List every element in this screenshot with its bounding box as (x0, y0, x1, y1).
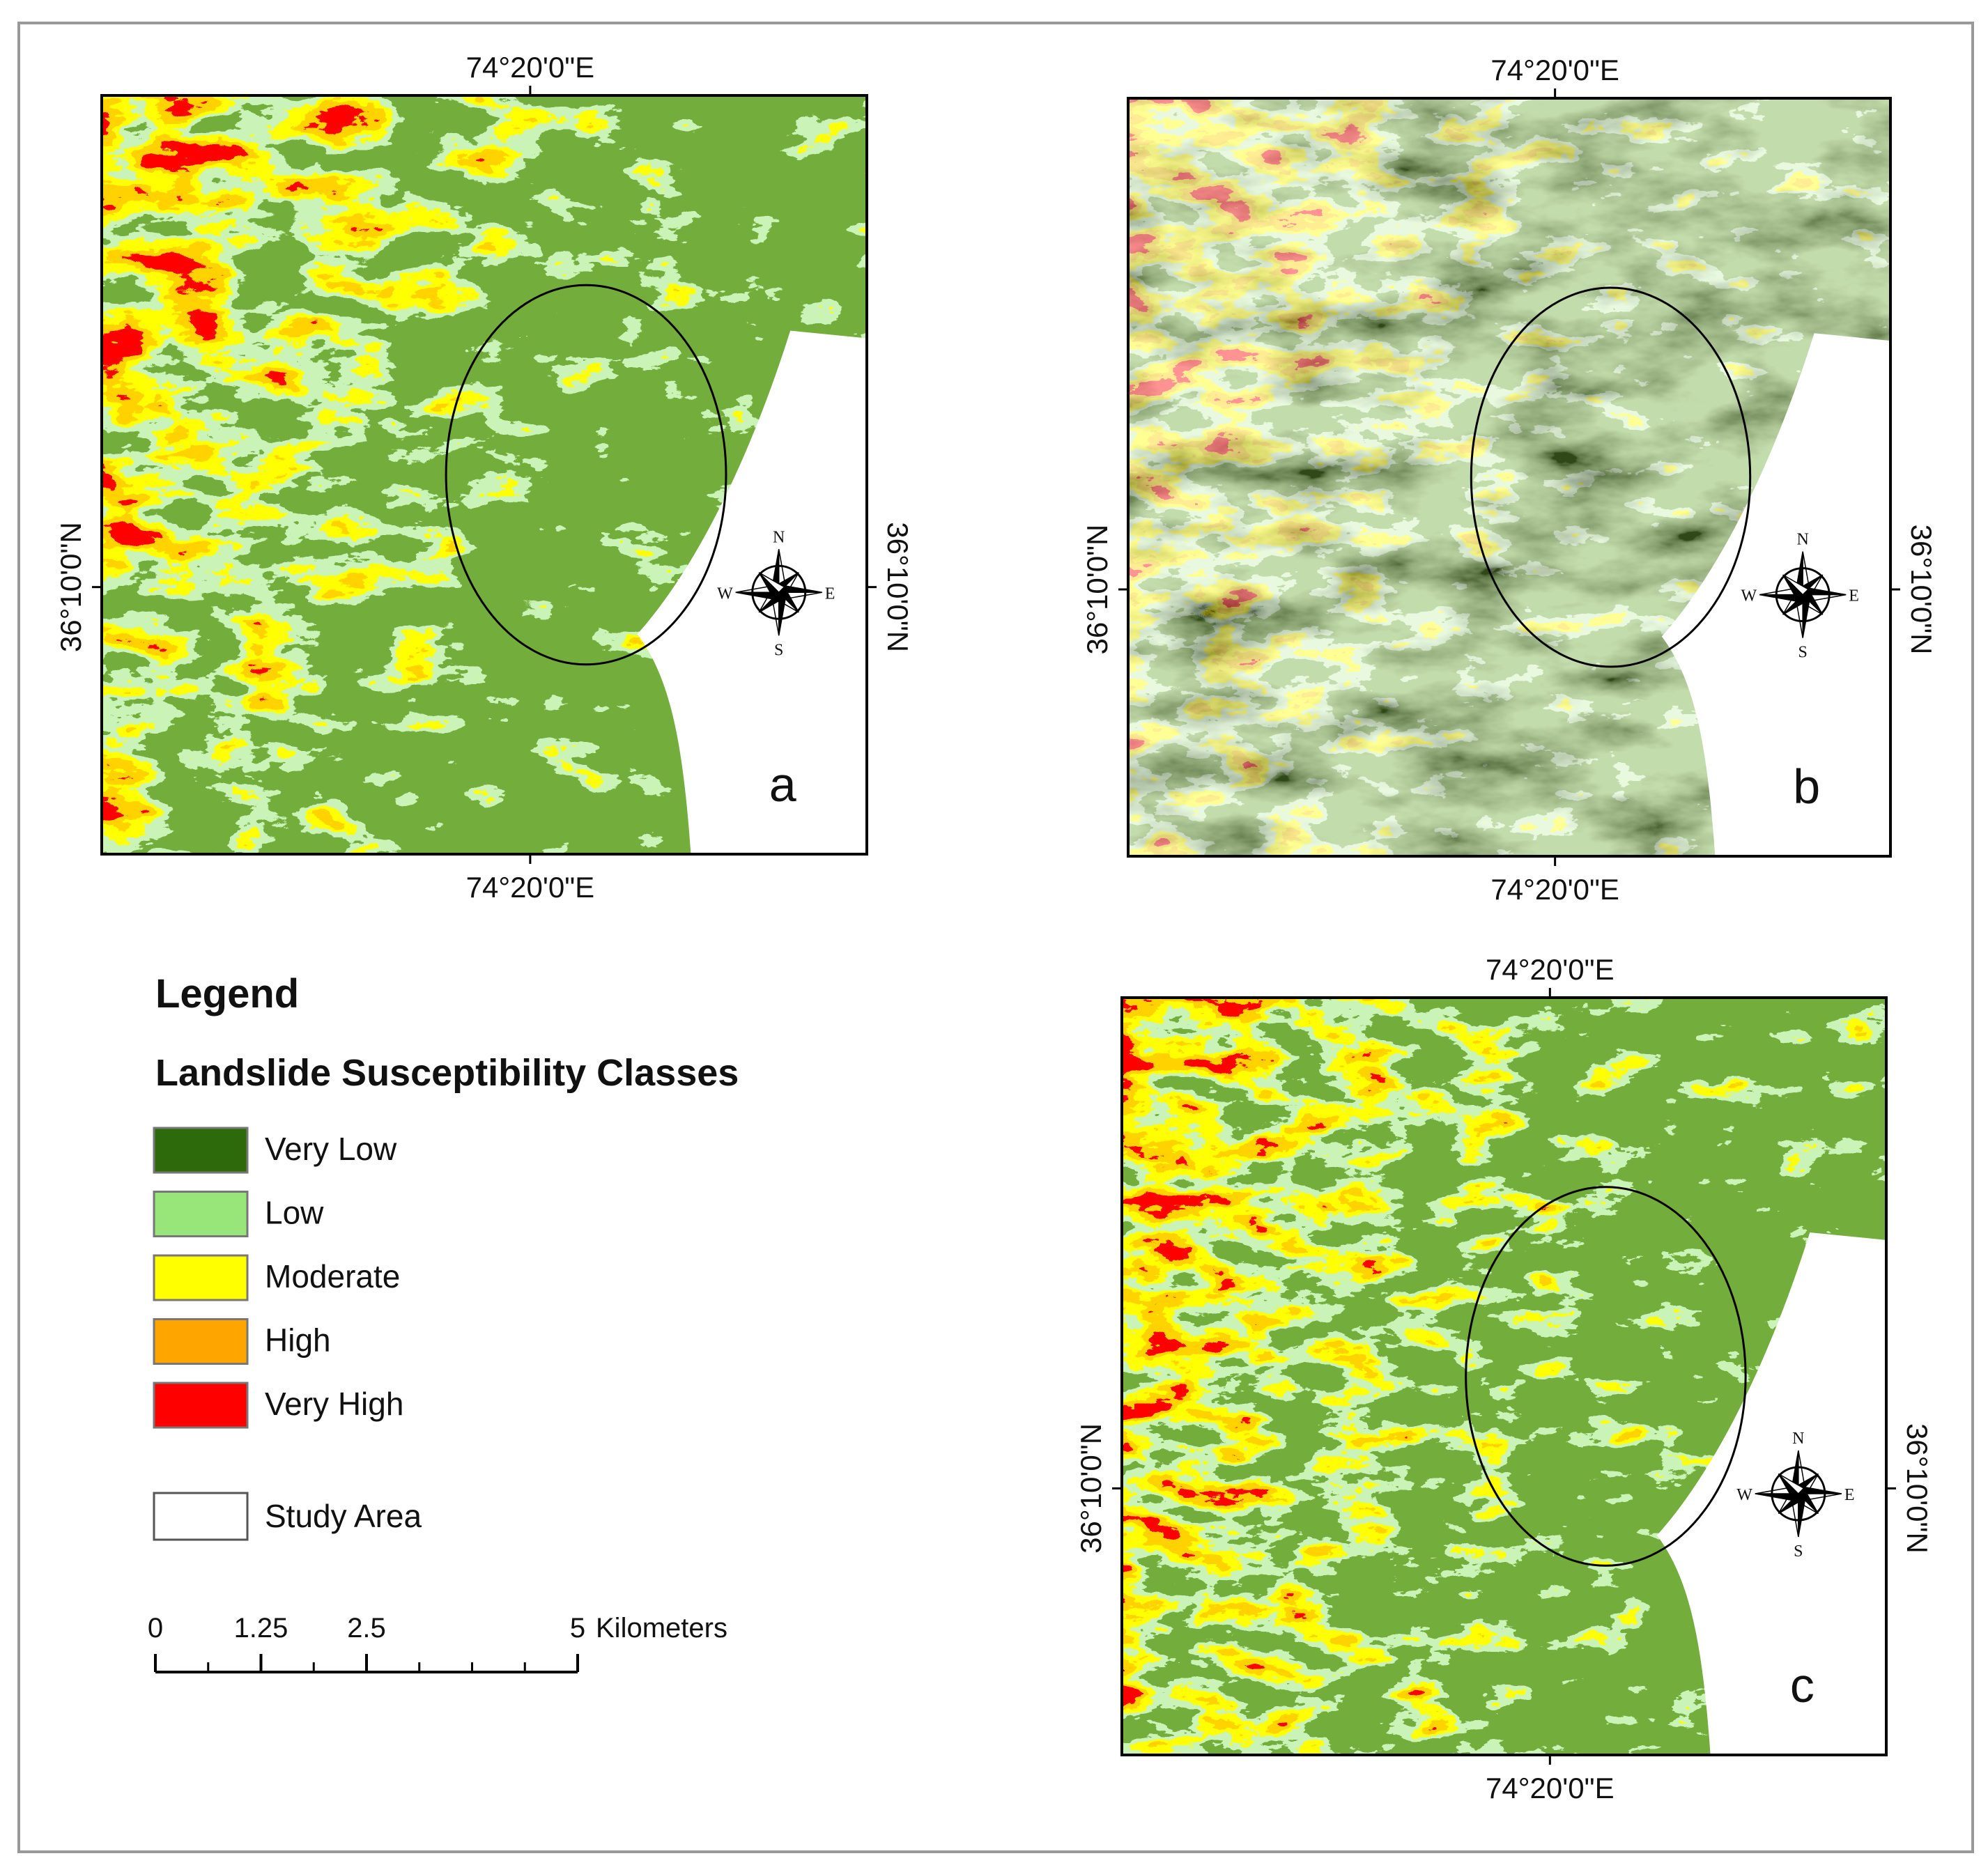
compass-ring (1775, 567, 1831, 623)
latitude-label: 36°10'0"N (1074, 1423, 1107, 1554)
scale-bar: 0 1.25 2.5 5 Kilometers (148, 1613, 727, 1673)
latitude-label: 36°10'0"N (1905, 525, 1938, 655)
legend-swatch (153, 1492, 249, 1541)
figure-frame (17, 22, 1974, 1853)
map-panel: N S E Wc 74°20'0"E 74°20'0"E 36°10'0"N 36°10'0"… (1074, 953, 1934, 1804)
compass-letter: E (1849, 587, 1859, 605)
compass-letter: S (774, 641, 783, 659)
compass-letter: W (717, 585, 733, 603)
legend-swatch (153, 1382, 249, 1429)
legend-swatch (153, 1318, 249, 1365)
scale-tick-label: 5 (570, 1613, 585, 1643)
longitude-label: 74°20'0"E (466, 871, 595, 904)
compass-letter: S (1798, 644, 1808, 662)
focus-ellipse (1470, 286, 1752, 668)
focus-ellipse (1465, 1186, 1747, 1567)
legend-swatch (153, 1127, 249, 1174)
legend-label: High (265, 1322, 331, 1359)
compass-point (1782, 574, 1810, 596)
compass-letter: W (1741, 587, 1757, 605)
map-raster (1122, 998, 1886, 1755)
panel-label: a (769, 757, 796, 812)
longitude-label: 74°20'0"E (1486, 953, 1615, 986)
focus-ellipse (445, 284, 727, 666)
compass-letter: N (1792, 1430, 1804, 1448)
longitude-label: 74°20'0"E (1490, 873, 1619, 906)
compass-point (758, 572, 785, 594)
compass-letter: E (825, 585, 835, 603)
map-raster (1128, 98, 1890, 856)
map-panel: N S E Wa 74°20'0"E 74°20'0"E 36°10'0"N 36°10'0"… (54, 51, 914, 904)
legend-label: Very Low (265, 1131, 397, 1167)
compass-letter: N (1797, 531, 1809, 549)
scale-tick-label: 0 (148, 1613, 163, 1643)
legend-swatch (153, 1191, 249, 1237)
scale-unit: Kilometers (596, 1613, 727, 1643)
scale-tick-label: 1.25 (234, 1613, 288, 1643)
panel-frame (1127, 97, 1892, 858)
latitude-label: 36°10'0"N (1081, 525, 1114, 655)
legend: Legend Landslide Susceptibility Classes Ve… (153, 971, 739, 1541)
compass-letter: S (1794, 1542, 1803, 1561)
compass-ring (1771, 1466, 1826, 1522)
legend-label: Very High (265, 1386, 403, 1422)
panel-label: c (1790, 1658, 1814, 1712)
legend-title: Legend (155, 971, 299, 1016)
latitude-label: 36°10'0"N (54, 522, 87, 652)
panel-frame (100, 94, 868, 856)
panel-label: b (1793, 759, 1820, 814)
compass-letter: W (1736, 1486, 1752, 1504)
panel-frame (1120, 996, 1888, 1756)
legend-subtitle: Landslide Susceptibility Classes (155, 1052, 739, 1094)
latitude-label: 36°10'0"N (1901, 1423, 1934, 1554)
longitude-label: 74°20'0"E (466, 51, 595, 84)
compass-ring (751, 564, 807, 620)
compass-point (1778, 1473, 1805, 1495)
scale-tick-label: 2.5 (347, 1613, 386, 1643)
compass-letter: N (773, 528, 785, 546)
map-raster (102, 95, 867, 854)
map-panel: N S E Wb 74°20'0"E 74°20'0"E 36°10'0"N 36°10'0"… (1081, 54, 1938, 906)
legend-label: Study Area (265, 1498, 422, 1534)
longitude-label: 74°20'0"E (1486, 1772, 1615, 1804)
legend-swatch (153, 1254, 249, 1301)
compass-letter: E (1844, 1486, 1855, 1504)
legend-label: Moderate (265, 1258, 400, 1294)
legend-label: Low (265, 1195, 324, 1231)
latitude-label: 36°10'0"N (881, 522, 914, 652)
longitude-label: 74°20'0"E (1490, 54, 1619, 86)
